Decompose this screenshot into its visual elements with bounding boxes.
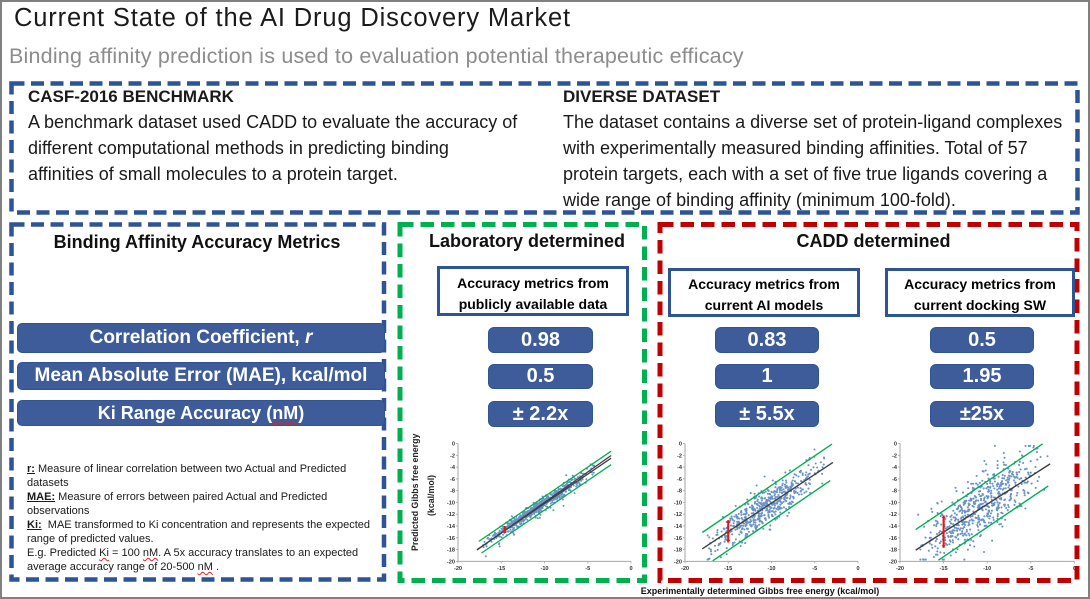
svg-text:0: 0 xyxy=(856,566,859,572)
svg-text:-6: -6 xyxy=(677,477,682,483)
svg-text:-8: -8 xyxy=(450,489,455,495)
svg-text:-18: -18 xyxy=(674,548,682,554)
svg-text:-20: -20 xyxy=(674,559,682,565)
svg-text:-5: -5 xyxy=(585,566,590,572)
svg-text:-20: -20 xyxy=(681,566,689,572)
svg-text:-15: -15 xyxy=(940,566,948,572)
svg-text:-10: -10 xyxy=(767,566,775,572)
svg-text:-20: -20 xyxy=(447,559,455,565)
svg-text:-10: -10 xyxy=(540,566,548,572)
svg-text:-15: -15 xyxy=(724,566,732,572)
svg-text:-18: -18 xyxy=(889,548,897,554)
svg-text:-16: -16 xyxy=(889,536,897,542)
svg-text:-10: -10 xyxy=(674,500,682,506)
svg-text:-10: -10 xyxy=(983,566,991,572)
svg-text:Predicted Gibbs free energy: Predicted Gibbs free energy xyxy=(410,434,420,551)
svg-text:-20: -20 xyxy=(896,566,904,572)
svg-text:-8: -8 xyxy=(892,489,897,495)
svg-text:-12: -12 xyxy=(674,512,682,518)
svg-text:-15: -15 xyxy=(497,566,505,572)
svg-text:-16: -16 xyxy=(674,536,682,542)
svg-text:-2: -2 xyxy=(677,453,682,459)
svg-text:-5: -5 xyxy=(1028,566,1033,572)
svg-text:-4: -4 xyxy=(892,465,898,471)
svg-text:0: 0 xyxy=(452,442,455,448)
svg-text:-10: -10 xyxy=(889,500,897,506)
svg-text:0: 0 xyxy=(679,442,682,448)
svg-text:-5: -5 xyxy=(812,566,817,572)
svg-text:-14: -14 xyxy=(447,524,456,530)
svg-text:-20: -20 xyxy=(454,566,462,572)
svg-text:-14: -14 xyxy=(674,524,683,530)
svg-text:-2: -2 xyxy=(892,453,897,459)
svg-text:-6: -6 xyxy=(450,477,455,483)
svg-text:-18: -18 xyxy=(447,548,455,554)
svg-text:0: 0 xyxy=(894,442,897,448)
svg-text:0: 0 xyxy=(629,566,632,572)
svg-text:-14: -14 xyxy=(889,524,898,530)
svg-text:-6: -6 xyxy=(892,477,897,483)
svg-text:-12: -12 xyxy=(889,512,897,518)
svg-text:-12: -12 xyxy=(447,512,455,518)
svg-text:-8: -8 xyxy=(677,489,682,495)
svg-text:-10: -10 xyxy=(447,500,455,506)
svg-text:-2: -2 xyxy=(450,453,455,459)
svg-text:(kcal/mol): (kcal/mol) xyxy=(426,475,436,516)
svg-text:-20: -20 xyxy=(889,559,897,565)
svg-text:-16: -16 xyxy=(447,536,455,542)
svg-text:-4: -4 xyxy=(450,465,456,471)
svg-text:0: 0 xyxy=(1073,566,1076,572)
svg-text:-4: -4 xyxy=(677,465,683,471)
